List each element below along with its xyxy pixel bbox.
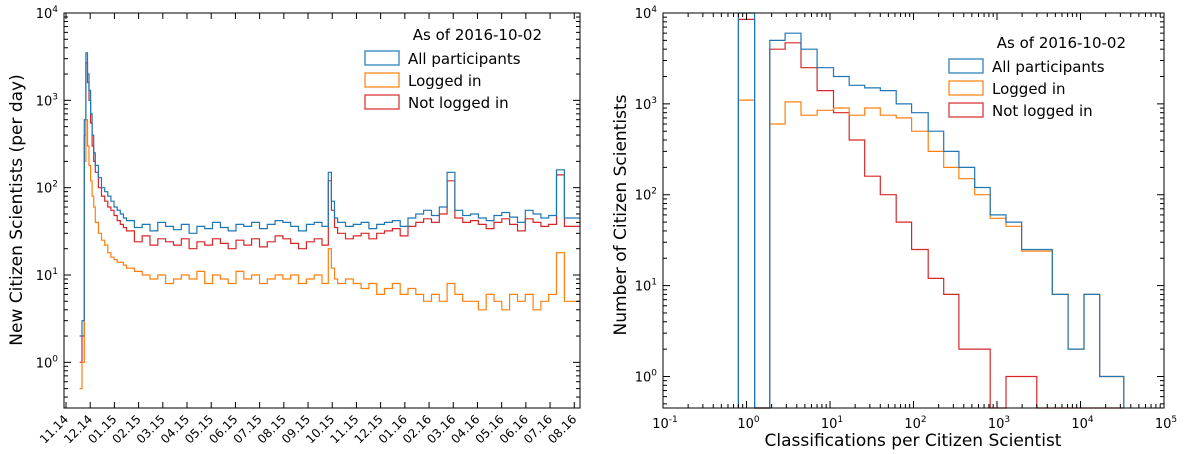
right-y-tick-label: 103: [635, 96, 657, 113]
legend-swatch-notlogged: [948, 102, 984, 118]
legend-entry: Logged in: [408, 72, 482, 90]
right-y-tick-label: 101: [635, 278, 657, 295]
right-x-tick-label: 105: [1155, 415, 1177, 432]
right-histogram-logged: [737, 99, 1125, 409]
legend-swatch-logged: [948, 80, 984, 96]
left-y-axis-label: New Citizen Scientists (per day): [7, 74, 27, 345]
left-y-tick-label: 100: [36, 354, 59, 371]
left-y-tick-label: 103: [36, 92, 58, 109]
legend-swatch-notlogged: [364, 94, 400, 110]
left-chart: 100 101 102 103 104 11.1412.1401.1502.1503.1…: [7, 5, 581, 446]
right-y-tick-label: 100: [635, 368, 658, 385]
right-x-tick-label: 102: [904, 415, 926, 432]
legend-entry: Not logged in: [408, 94, 509, 112]
left-y-tick-label: 102: [36, 180, 58, 197]
right-x-tick-label: 103: [988, 415, 1010, 432]
legend-swatch-logged: [364, 72, 400, 88]
legend-entry: Logged in: [992, 80, 1066, 98]
legend-entry: All participants: [408, 50, 521, 68]
right-y-tick-label: 104: [635, 5, 658, 22]
legend-entry: All participants: [992, 58, 1105, 76]
left-series-logged-line: [79, 119, 580, 390]
left-x-ticks: 11.1412.1401.1502.1503.1504.1505.1506.15…: [37, 13, 579, 446]
legend-swatch-all: [364, 50, 400, 66]
right-histogram-notlogged: [737, 18, 1124, 409]
left-series-notlogged-line: [79, 62, 580, 363]
right-histogram-all: [737, 12, 1125, 409]
left-y-ticks: 100 101 102 103 104: [36, 5, 580, 409]
right-x-ticks: 10-1 100 101 102 103 104 105: [652, 13, 1177, 432]
legend-entry: Not logged in: [992, 102, 1093, 120]
legend-title: As of 2016-10-02: [997, 34, 1126, 52]
right-y-tick-label: 102: [635, 187, 657, 204]
legend-title: As of 2016-10-02: [413, 26, 542, 44]
left-plot-frame: [63, 12, 581, 409]
left-series-group: [79, 52, 580, 390]
left-series-all-line: [79, 52, 580, 337]
right-x-tick-label: 10-1: [652, 415, 678, 432]
right-x-tick-label: 100: [737, 415, 760, 432]
legend-swatch-all: [948, 58, 984, 74]
right-series-group: [737, 12, 1125, 409]
right-y-ticks: 100 101 102 103 104: [635, 5, 1164, 405]
right-x-axis-label: Classifications per Citizen Scientist: [765, 431, 1062, 451]
right-legend: As of 2016-10-02 All participants Logged i…: [948, 34, 1126, 120]
left-y-tick-label: 101: [36, 267, 58, 284]
right-x-tick-label: 101: [821, 415, 843, 432]
right-y-axis-label: Number of Citizen Scientists: [611, 94, 631, 335]
left-y-tick-label: 104: [36, 5, 59, 22]
right-chart: 100 101 102 103 104 10-1 100 101 102 103 104 105 N…: [611, 5, 1177, 451]
right-x-tick-label: 104: [1071, 415, 1094, 432]
left-legend: As of 2016-10-02 All participants Logged i…: [364, 26, 542, 112]
